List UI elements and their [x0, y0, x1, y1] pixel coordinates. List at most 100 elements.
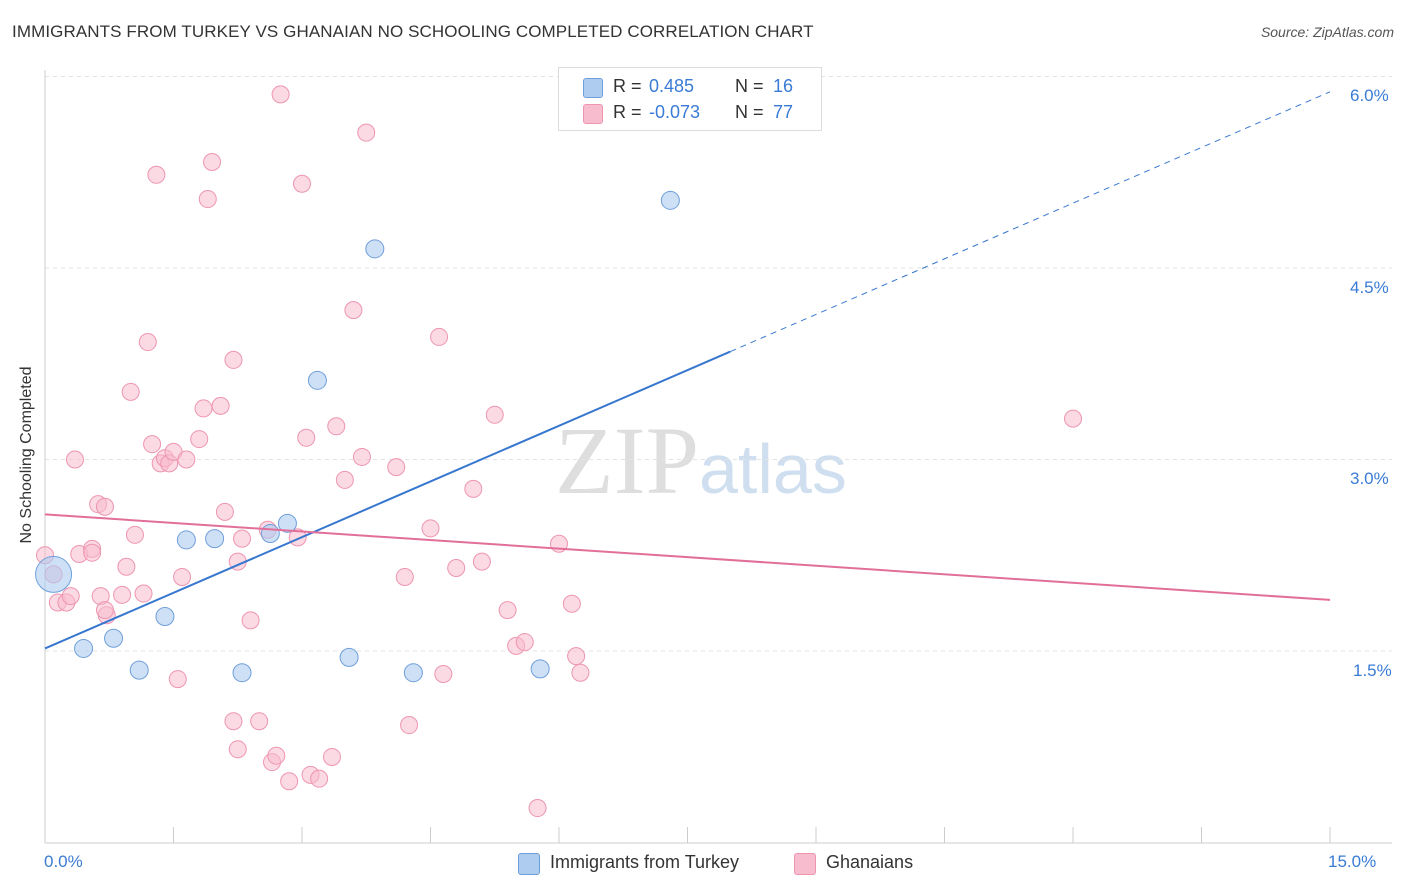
turkey-point [260, 524, 280, 544]
turkey-swatch [583, 78, 603, 98]
ghanaians-point [498, 601, 517, 620]
r-value: -0.073 [649, 102, 701, 122]
ghanaians-point [293, 174, 311, 193]
turkey-point [35, 555, 73, 593]
y-tick-4-5: 4.5% [1350, 278, 1389, 297]
turkey-trend-extension [730, 91, 1331, 353]
ghanaians-point [117, 557, 136, 576]
turkey-trend-line [44, 350, 731, 650]
ghanaians-point [571, 663, 590, 682]
turkey-point [403, 663, 423, 683]
n-label: N = [735, 102, 764, 122]
ghanaians-point [215, 502, 234, 521]
x-tick-min: 0.0% [44, 852, 83, 871]
ghanaians-point [138, 333, 157, 352]
ghanaians-point [335, 470, 354, 489]
ghanaians-point [95, 601, 114, 620]
turkey-point [307, 370, 327, 390]
ghanaians-point [65, 450, 84, 469]
ghanaians-point [310, 769, 329, 788]
ghanaians-point [567, 647, 586, 666]
ghanaians-point [211, 396, 230, 415]
ghanaians-point [177, 450, 196, 469]
watermark: ZIPatlas [555, 405, 847, 516]
trend-lines [44, 91, 1331, 650]
watermark-zip: ZIP [555, 407, 699, 514]
y-tick-1-5: 1.5% [1353, 661, 1392, 680]
ghanaians-point [83, 543, 102, 562]
ghanaians-point [400, 716, 419, 735]
ghanaians-point [528, 799, 547, 818]
ghanaians-point [61, 587, 80, 606]
ghanaians-swatch [794, 853, 816, 875]
ghanaians-point [241, 611, 260, 630]
gridlines [45, 75, 1392, 652]
x-tick-max: 15.0% [1328, 852, 1377, 871]
n-label: N = [735, 76, 764, 96]
stats-legend: R = 0.485 N = 16 R = -0.073 N = 77 [558, 67, 822, 131]
turkey-point [277, 513, 297, 533]
ghanaians-point [267, 746, 286, 765]
n-value: 16 [773, 76, 794, 96]
ghanaians-point [430, 327, 449, 346]
ghanaians-point [357, 123, 376, 142]
series-legend: Immigrants from Turkey Ghanaians [0, 850, 1406, 878]
ghanaians-point [327, 417, 346, 436]
ghanaians-point [134, 584, 153, 603]
ghanaians-point [297, 428, 316, 447]
r-label: R = [613, 76, 642, 96]
ghanaians-point [434, 664, 453, 683]
ghanaians-point [322, 747, 341, 766]
ghanaians-point [233, 529, 252, 548]
ghanaians-point [344, 301, 363, 320]
ghanaians-point [250, 712, 269, 731]
ghanaians-point [562, 594, 581, 613]
r-label: R = [613, 102, 642, 122]
ghanaians-point [95, 497, 114, 516]
ghanaians-point [121, 382, 140, 401]
ghanaians-point [387, 458, 406, 477]
ghanaians-point [198, 190, 217, 209]
ghanaians-point [224, 712, 243, 731]
stats-row-turkey: R = 0.485 N = 16 [559, 75, 821, 101]
ghanaians-point [447, 559, 466, 578]
turkey-point [339, 647, 359, 667]
ghanaians-point [472, 552, 491, 571]
turkey-point [155, 607, 175, 627]
turkey-point [104, 628, 124, 648]
turkey-point [365, 239, 385, 259]
ghanaians-trend-line [44, 513, 1331, 601]
ghanaians-point [224, 350, 243, 369]
n-value: 77 [773, 102, 794, 122]
ghanaians-point [125, 525, 144, 544]
ghanaians-point [203, 153, 222, 172]
watermark-atlas: atlas [699, 430, 847, 508]
ghanaians-point [421, 519, 440, 538]
ghanaians-point [147, 165, 166, 184]
legend-label: Immigrants from Turkey [550, 852, 740, 872]
ghanaians-point [168, 670, 187, 689]
turkey-point [129, 660, 149, 680]
ghanaians-point [395, 567, 414, 586]
r-value: 0.485 [649, 76, 695, 96]
ghanaians-point [194, 399, 213, 418]
chart-title: IMMIGRANTS FROM TURKEY VS GHANAIAN NO SC… [12, 22, 814, 41]
turkey-point [205, 529, 225, 549]
ghanaians-point [173, 567, 192, 586]
y-tick-6: 6.0% [1350, 86, 1389, 105]
turkey-point [74, 638, 94, 658]
ghanaians-point [352, 447, 371, 466]
source-label: Source: ZipAtlas.com [1260, 24, 1394, 40]
ghanaians-swatch [583, 104, 603, 124]
turkey-point [660, 190, 680, 210]
ghanaians-point [190, 430, 209, 449]
y-tick-3: 3.0% [1350, 469, 1389, 488]
ghanaians-point [515, 633, 534, 652]
ghanaians-point [1064, 409, 1082, 428]
legend-label: Ghanaians [826, 852, 914, 872]
ghanaians-point [113, 585, 132, 604]
turkey-swatch [518, 853, 540, 875]
turkey-point [530, 659, 550, 679]
ghanaians-point [464, 479, 483, 498]
